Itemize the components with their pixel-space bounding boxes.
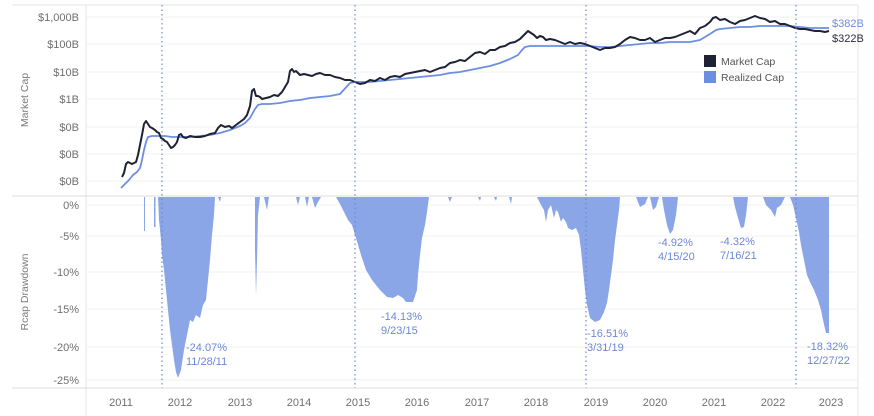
bottom-y-axis: 0% -5% -10% -15% -20% -25% Rcap Drawdown — [19, 200, 79, 387]
drawdown-area — [144, 197, 829, 378]
x-tick: 2019 — [584, 397, 608, 409]
realized-cap-line — [120, 25, 829, 189]
x-tick: 2023 — [819, 397, 843, 409]
x-axis: 2011 2012 2013 2014 2015 2016 2017 2018 … — [109, 397, 843, 409]
x-tick: 2013 — [228, 397, 252, 409]
legend-label-market-cap: Market Cap — [721, 56, 775, 68]
x-tick: 2012 — [168, 397, 192, 409]
y-tick: $10B — [53, 67, 79, 79]
y-tick: -15% — [53, 304, 79, 316]
y-tick: $100B — [47, 39, 79, 51]
annotation-pct: -16.51% — [587, 328, 628, 340]
y-tick: -5% — [59, 231, 79, 243]
bottom-gridlines — [86, 204, 858, 381]
y-tick: -10% — [53, 267, 79, 279]
annotation-date: 4/15/20 — [658, 251, 695, 263]
legend: Market Cap Realized Cap — [704, 55, 784, 84]
y-tick: 0% — [63, 200, 79, 212]
y-tick: $1,000B — [38, 12, 79, 24]
annotation-pct: -4.32% — [720, 236, 755, 248]
x-tick: 2020 — [643, 397, 667, 409]
chart-frame — [12, 4, 859, 416]
legend-label-realized-cap: Realized Cap — [721, 72, 784, 84]
x-tick: 2021 — [702, 397, 726, 409]
bottom-y-axis-title: Rcap Drawdown — [19, 253, 31, 330]
top-gridlines — [86, 16, 858, 182]
vertical-markers — [161, 5, 797, 388]
x-tick: 2022 — [761, 397, 785, 409]
x-tick: 2014 — [287, 397, 311, 409]
y-tick: -20% — [53, 342, 79, 354]
y-tick: $1B — [59, 94, 79, 106]
y-tick: $0B — [59, 176, 79, 188]
top-y-axis: $1,000B $100B $10B $1B $0B $0B $0B Marke… — [19, 12, 79, 188]
annotation-date: 9/23/15 — [381, 325, 418, 337]
annotation-pct: -4.92% — [658, 237, 693, 249]
market-cap-line — [121, 15, 830, 178]
trough-annotations: -24.07% 11/28/11 -14.13% 9/23/15 -16.51%… — [186, 236, 850, 368]
x-tick: 2016 — [405, 397, 429, 409]
market-cap-end-label: $322B — [832, 33, 864, 45]
annotation-date: 11/28/11 — [186, 356, 227, 368]
y-tick: $0B — [59, 149, 79, 161]
annotation-date: 3/31/19 — [587, 342, 624, 354]
x-tick: 2018 — [524, 397, 548, 409]
top-y-axis-title: Market Cap — [19, 73, 31, 127]
annotation-date: 7/16/21 — [720, 250, 757, 262]
y-tick: -25% — [53, 375, 79, 387]
legend-swatch-realized-cap — [704, 71, 716, 83]
legend-swatch-market-cap — [704, 55, 716, 67]
y-tick: $0B — [59, 122, 79, 134]
annotation-pct: -14.13% — [381, 311, 422, 323]
annotation-date: 12/27/22 — [807, 355, 850, 367]
annotation-pct: -24.07% — [186, 342, 227, 354]
realized-cap-end-label: $382B — [832, 18, 864, 30]
annotation-pct: -18.32% — [807, 341, 848, 353]
x-tick: 2011 — [109, 397, 133, 409]
x-tick: 2017 — [465, 397, 489, 409]
x-tick: 2015 — [346, 397, 370, 409]
